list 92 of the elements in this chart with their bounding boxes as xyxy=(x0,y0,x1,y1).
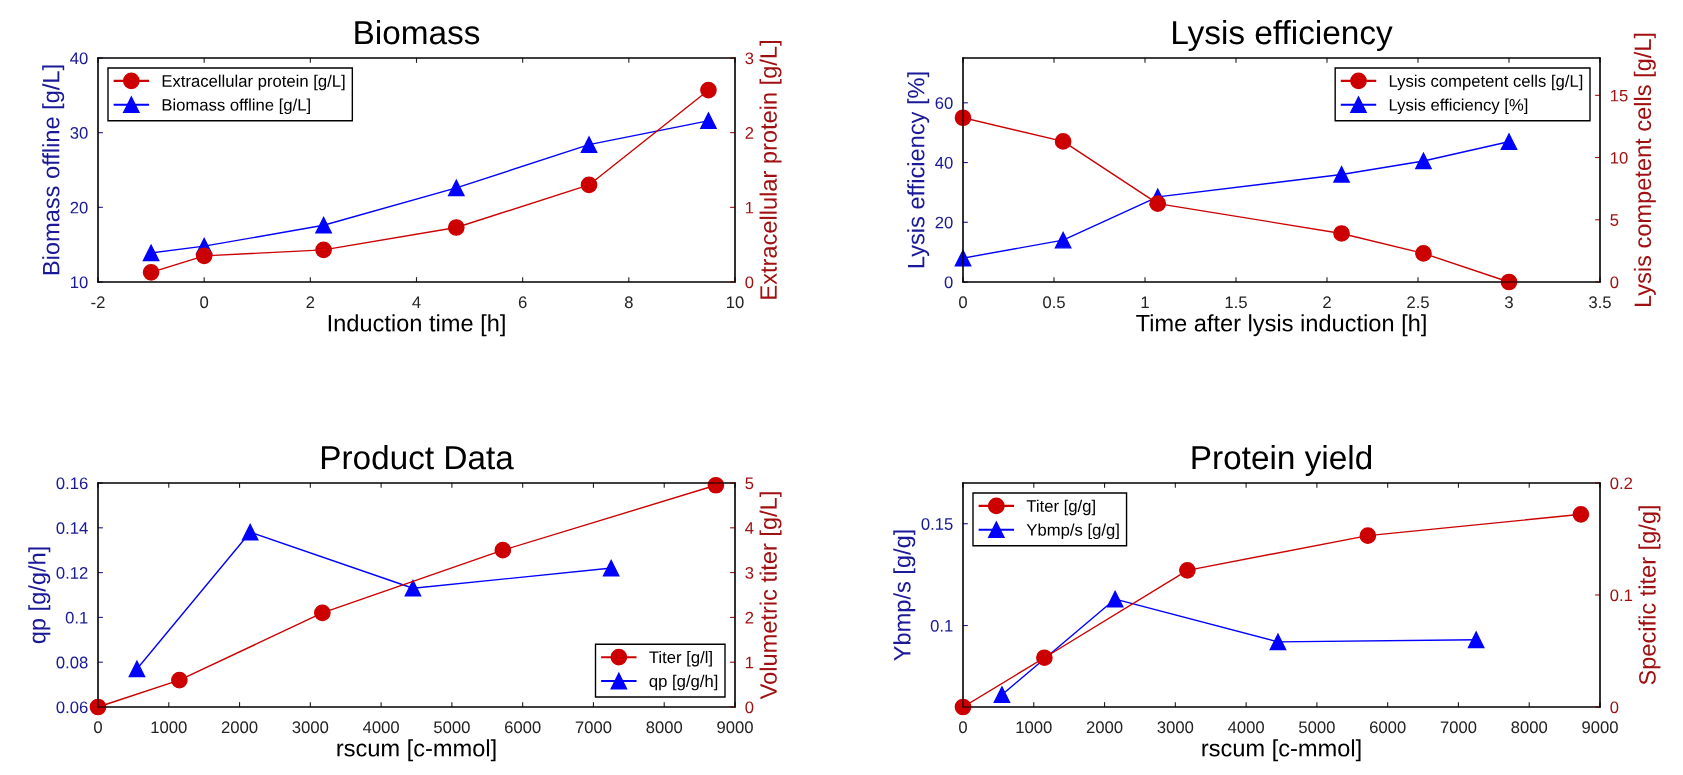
x-tick-label: 0 xyxy=(959,721,967,734)
y-axis-title: qp [g/g/h] xyxy=(28,547,51,644)
x-tick-label: 9000 xyxy=(1582,721,1618,734)
y2-tick-label: 0 xyxy=(1610,276,1619,289)
x-tick-label: 7000 xyxy=(575,721,612,734)
y2-tick-label: 4 xyxy=(745,522,754,534)
x-tick-label: 5000 xyxy=(1299,721,1335,734)
x-tick-label: 6000 xyxy=(504,721,541,734)
y-tick-label: 0.16 xyxy=(56,477,88,490)
y-tick-label: 60 xyxy=(935,97,953,109)
x-tick-label: 6000 xyxy=(1369,721,1406,734)
x-tick-label: 4000 xyxy=(1227,721,1264,734)
x-tick-label: 9000 xyxy=(717,721,753,734)
y-tick-label: 0.08 xyxy=(56,656,88,669)
y2-tick-label: 15 xyxy=(1610,89,1628,102)
y-tick-label: 10 xyxy=(71,276,88,289)
y-tick-label: 0.1 xyxy=(930,619,953,632)
x-tick-label: 0 xyxy=(94,721,102,734)
y2-axis-title: Volumetric titer [g/L] xyxy=(759,492,782,700)
x-tick-label: -2 xyxy=(91,296,105,308)
x-tick-label: 2 xyxy=(1323,296,1331,308)
y-tick-label: 40 xyxy=(70,52,88,65)
chart-title: Protein yield xyxy=(1192,444,1372,477)
x-tick-label: 8000 xyxy=(1511,721,1548,734)
y2-tick-label: 1 xyxy=(745,201,754,214)
y-tick-label: 0.12 xyxy=(56,567,88,579)
x-tick-label: 4000 xyxy=(362,721,399,734)
y-tick-label: 0.1 xyxy=(65,611,88,624)
y-tick-label: 30 xyxy=(70,127,88,139)
y2-tick-label: 0.1 xyxy=(1610,589,1633,602)
legend-label: qp [g/g/h] xyxy=(649,674,718,691)
y-axis-title: Biomass offline [g/L] xyxy=(42,65,65,275)
x-tick-label: 1.5 xyxy=(1225,296,1247,309)
y2-tick-label: 3 xyxy=(745,52,754,65)
y-tick-label: 0.06 xyxy=(56,701,88,714)
y2-axis-title: Specific titer [g/g] xyxy=(1638,506,1661,685)
y2-tick-label: 0 xyxy=(1610,701,1619,714)
x-tick-label: 3000 xyxy=(292,721,329,734)
legend-label: Lysis competent cells [g/L] xyxy=(1389,74,1583,91)
x-tick-label: 2000 xyxy=(1086,721,1123,734)
x-tick-label: 3 xyxy=(1505,296,1513,309)
chart-title: Lysis efficiency xyxy=(1173,19,1393,52)
x-tick-label: 6 xyxy=(518,296,527,309)
y-tick-label: 20 xyxy=(70,201,88,214)
y-tick-label: 40 xyxy=(935,156,953,169)
y2-tick-label: 10 xyxy=(1610,151,1628,164)
x-tick-label: 1000 xyxy=(1016,721,1052,734)
legend-label: Ybmp/s [g/g] xyxy=(1026,523,1119,540)
x-tick-label: 1000 xyxy=(151,721,187,734)
y2-tick-label: 2 xyxy=(745,611,754,624)
x-tick-label: 4 xyxy=(412,296,421,308)
x-tick-label: 8 xyxy=(624,296,633,309)
y2-tick-label: 3 xyxy=(745,567,754,579)
chart-title: Product Data xyxy=(321,444,514,470)
x-axis-title: Induction time [h] xyxy=(328,314,505,337)
x-tick-label: 0.5 xyxy=(1043,296,1065,309)
x-tick-label: 2 xyxy=(306,296,315,308)
legend-label: Biomass offline [g/L] xyxy=(162,98,310,115)
legend-label: Titer [g/g] xyxy=(1026,499,1095,516)
y-tick-label: 0.14 xyxy=(56,522,88,534)
x-tick-label: 2000 xyxy=(221,721,258,734)
x-tick-label: 10 xyxy=(727,296,744,309)
legend-label: Titer [g/l] xyxy=(649,650,712,667)
x-axis-title: rscum [c-mmol] xyxy=(337,739,496,762)
legend-label: Extracellular protein [g/L] xyxy=(162,74,345,91)
y2-axis-title: Lysis competent cells [g/L] xyxy=(1633,33,1656,307)
x-tick-label: 0 xyxy=(200,296,209,309)
x-tick-label: 7000 xyxy=(1440,721,1477,734)
chart-title: Biomass xyxy=(355,19,480,45)
y-tick-label: 0.15 xyxy=(921,518,953,530)
y2-tick-label: 0 xyxy=(745,701,754,714)
x-tick-label: 0 xyxy=(959,296,967,309)
y2-tick-label: 2 xyxy=(745,127,754,139)
y2-tick-label: 0 xyxy=(745,276,754,289)
y2-tick-label: 0.2 xyxy=(1610,477,1633,490)
y2-tick-label: 5 xyxy=(745,477,754,490)
x-tick-label: 3.5 xyxy=(1589,296,1611,309)
y-tick-label: 0 xyxy=(944,276,953,289)
x-tick-label: 5000 xyxy=(434,721,470,734)
y2-tick-label: 1 xyxy=(745,656,754,669)
y2-axis-title: Extracellular protein [g/L] xyxy=(759,41,782,299)
x-axis-title: Time after lysis induction [h] xyxy=(1136,314,1426,337)
x-tick-label: 2.5 xyxy=(1407,296,1429,309)
legend-label: Lysis efficiency [%] xyxy=(1389,98,1528,115)
y-axis-title: Lysis efficiency [%] xyxy=(907,72,930,268)
y-axis-title: Ybmp/s [g/g] xyxy=(893,530,916,661)
x-tick-label: 1 xyxy=(1141,296,1149,308)
x-axis-title: rscum [c-mmol] xyxy=(1202,739,1361,762)
y2-tick-label: 5 xyxy=(1610,214,1619,226)
x-tick-label: 3000 xyxy=(1157,721,1194,734)
x-tick-label: 8000 xyxy=(646,721,683,734)
y-tick-label: 20 xyxy=(935,216,953,229)
